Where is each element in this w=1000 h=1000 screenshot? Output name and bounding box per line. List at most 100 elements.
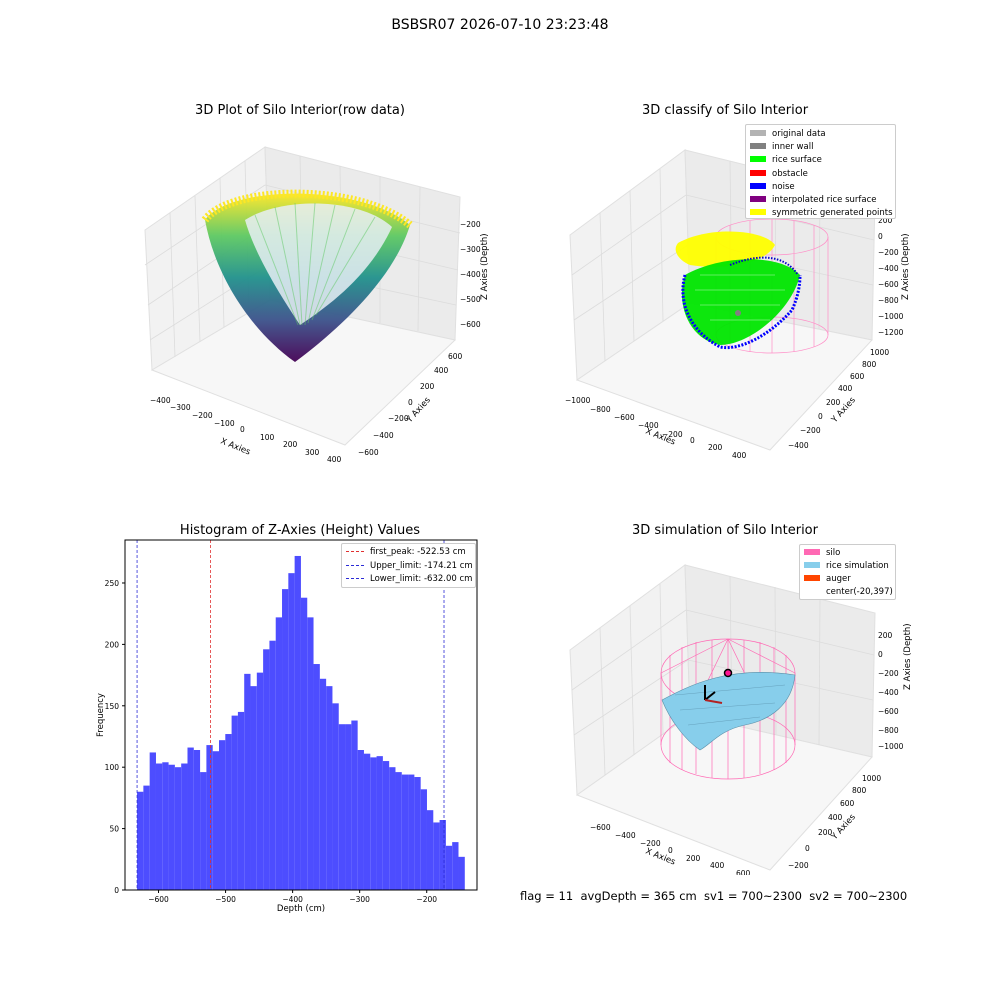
p4-ztick: −400 bbox=[878, 688, 899, 697]
panel4-legend: silo rice simulation auger center(-20,39… bbox=[799, 544, 896, 600]
p1-xtick: 0 bbox=[240, 425, 245, 434]
legend-line-first-peak bbox=[346, 551, 364, 552]
histogram-bar bbox=[357, 750, 364, 890]
p4-ytick: 600 bbox=[840, 799, 855, 808]
legend-swatch-center bbox=[804, 588, 820, 594]
histogram-bar bbox=[351, 720, 358, 890]
p1-ztick: −300 bbox=[460, 245, 481, 254]
panel4-x-ticks: −600 −400 −200 0 200 400 600 bbox=[590, 823, 751, 875]
panel2-rice-mesh bbox=[695, 274, 785, 321]
panel4-center-marker bbox=[723, 668, 733, 678]
p1-ztick: −500 bbox=[460, 295, 481, 304]
histogram-bar bbox=[313, 664, 320, 890]
histogram-bar bbox=[282, 589, 289, 890]
panel2-rice-surface bbox=[681, 259, 800, 345]
p2-xtick: −600 bbox=[614, 413, 635, 422]
histogram-y-tick-label: 0 bbox=[114, 886, 119, 895]
histogram-bar bbox=[231, 715, 238, 890]
p4-ztick: −800 bbox=[878, 726, 899, 735]
panel2-noise-points bbox=[681, 274, 802, 350]
panel1-zlabel: Z Axies (Depth) bbox=[480, 233, 490, 300]
p4-ztick: 0 bbox=[878, 650, 883, 659]
p1-xtick: −400 bbox=[150, 396, 171, 405]
legend-item: inner wall bbox=[750, 141, 893, 154]
histogram-x-ticks: −600 −500 −400 −300 −200 bbox=[148, 890, 437, 904]
p1-ztick: −200 bbox=[460, 220, 481, 229]
histogram-bar bbox=[225, 734, 232, 890]
p2-ytick: −400 bbox=[788, 441, 809, 450]
histogram-bar bbox=[445, 845, 453, 890]
histogram-bar bbox=[420, 789, 427, 890]
histogram-vlines bbox=[136, 540, 445, 890]
histogram-bar bbox=[237, 711, 245, 890]
p1-xtick: −300 bbox=[170, 403, 191, 412]
histogram-bar bbox=[332, 703, 339, 890]
legend-item: noise bbox=[750, 181, 893, 194]
histogram-bar bbox=[162, 762, 169, 890]
histogram-bar bbox=[143, 785, 150, 890]
histogram-bar bbox=[326, 686, 333, 890]
p4-ytick: 0 bbox=[805, 844, 810, 853]
legend-item: Lower_limit: -632.00 cm bbox=[346, 573, 473, 587]
p1-ytick: −200 bbox=[388, 414, 409, 423]
p4-ztick: −1000 bbox=[878, 742, 904, 751]
legend-item: rice simulation bbox=[804, 560, 893, 573]
p1-ytick: 0 bbox=[408, 398, 413, 407]
p1-xtick: 200 bbox=[283, 440, 298, 449]
p4-xtick: 600 bbox=[736, 869, 751, 875]
histogram-x-tick-label: −200 bbox=[416, 895, 437, 904]
legend-swatch-original bbox=[750, 130, 766, 136]
p2-ytick: −200 bbox=[800, 426, 821, 435]
legend-swatch-interpolated bbox=[750, 196, 766, 203]
panel4-title: 3D simulation of Silo Interior bbox=[632, 523, 818, 538]
histogram-bar bbox=[137, 791, 144, 890]
histogram-x-tick-label: −500 bbox=[215, 895, 236, 904]
histogram-bar bbox=[458, 856, 465, 890]
panel2-title: 3D classify of Silo Interior bbox=[641, 103, 809, 118]
histogram-bar bbox=[219, 740, 226, 890]
histogram-y-ticks: 0 50 100 150 200 250 bbox=[105, 579, 125, 895]
p1-ytick: −400 bbox=[373, 431, 394, 440]
panel2-plot: −1000 −800 −600 −400 −200 0 200 400 X Ax… bbox=[565, 149, 911, 460]
legend-item: obstacle bbox=[750, 168, 893, 181]
panel3-title: Histogram of Z-Axies (Height) Values bbox=[179, 523, 421, 538]
p2-xtick: −200 bbox=[662, 430, 683, 439]
p1-ztick: −600 bbox=[460, 320, 481, 329]
p1-xtick: −100 bbox=[214, 419, 235, 428]
histogram-bar bbox=[168, 764, 175, 890]
histogram-bar bbox=[370, 757, 377, 890]
panel2-zlabel: Z Axies (Depth) bbox=[901, 233, 911, 300]
panel2-y-ticks: −400 −200 0 200 400 600 800 1000 bbox=[788, 348, 889, 450]
p2-ztick: −600 bbox=[878, 280, 899, 289]
p1-xtick: 400 bbox=[327, 455, 342, 464]
legend-swatch-rice-surface bbox=[750, 156, 766, 163]
histogram-bar bbox=[426, 810, 434, 890]
panel1-x-ticks: −400 −300 −200 −100 0 100 200 300 400 bbox=[150, 396, 342, 464]
p2-xtick: 0 bbox=[690, 436, 695, 445]
histogram-bar bbox=[288, 573, 295, 890]
p4-xtick: −600 bbox=[590, 823, 611, 832]
histogram-bar bbox=[395, 772, 402, 890]
panel2-pane-floor bbox=[575, 302, 873, 451]
p2-ztick: −1000 bbox=[878, 312, 904, 321]
legend-item: auger bbox=[804, 573, 893, 586]
histogram-frame bbox=[124, 539, 478, 891]
legend-line-lower-limit bbox=[346, 578, 364, 579]
legend-item: interpolated rice surface bbox=[750, 194, 893, 207]
histogram-xlabel: Depth (cm) bbox=[277, 904, 325, 914]
p2-ztick: 200 bbox=[878, 216, 893, 225]
histogram-bar bbox=[256, 672, 264, 890]
panel1-z-ticks: −200 −300 −400 −500 −600 bbox=[460, 220, 481, 329]
histogram-x-tick-label: −300 bbox=[349, 895, 370, 904]
legend-swatch-obstacle bbox=[750, 169, 766, 176]
histogram-bar bbox=[382, 761, 390, 890]
panel1-xlabel: X Axies bbox=[219, 437, 252, 458]
legend-item: silo bbox=[804, 547, 893, 560]
legend-item: first_peak: -522.53 cm bbox=[346, 546, 473, 560]
histogram-bar bbox=[439, 820, 446, 890]
histogram-legend: first_peak: -522.53 cm Upper_limit: -174… bbox=[341, 543, 476, 588]
histogram-bar bbox=[269, 640, 276, 890]
panel4-y-ticks: −200 0 200 400 600 800 1000 bbox=[788, 774, 881, 870]
histogram-bar bbox=[193, 750, 201, 890]
p2-ytick: 800 bbox=[862, 360, 877, 369]
